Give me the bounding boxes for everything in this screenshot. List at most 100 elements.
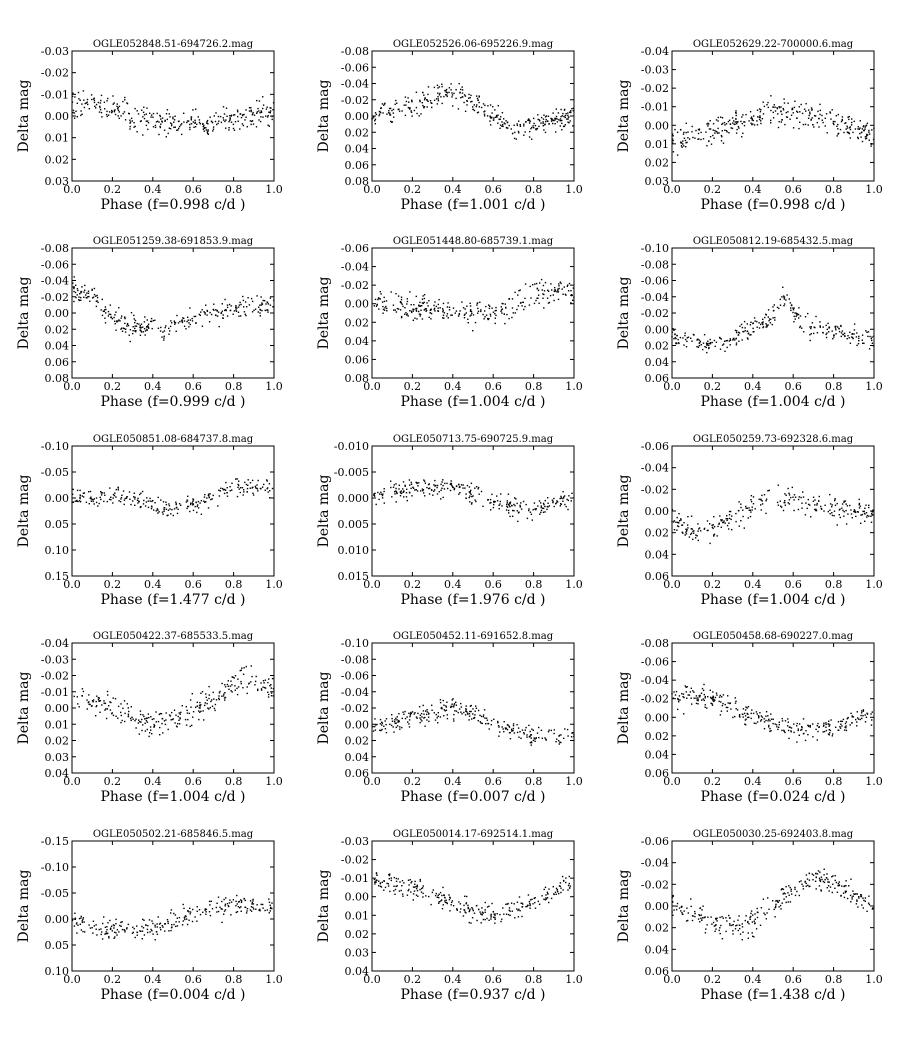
data-point [237,306,240,308]
x-tick-label: 0.2 [104,775,122,788]
data-point [868,903,871,906]
plot-frame [71,445,275,577]
data-point [378,114,380,117]
data-point [727,702,729,704]
data-point [818,726,820,728]
data-point [76,102,78,104]
data-point [168,113,170,115]
data-point [798,723,801,725]
data-point [829,503,832,505]
data-point [109,928,112,930]
data-point [823,730,826,733]
data-point [375,724,377,726]
data-point [559,885,561,887]
data-point [215,309,217,311]
data-point [771,323,773,326]
data-point [853,120,855,123]
data-point [464,911,466,913]
data-point [714,132,716,134]
data-point [508,725,510,727]
data-point [700,917,702,919]
data-point [815,888,817,890]
data-point [739,716,741,718]
data-point [169,325,172,328]
data-point [443,312,446,314]
data-point [435,484,437,487]
data-point [245,314,247,317]
data-point [845,721,848,723]
data-point [779,500,781,502]
data-point [197,116,199,118]
data-point [413,304,415,306]
data-point [563,108,566,111]
data-point [844,890,847,893]
data-point [807,724,809,726]
data-point [806,507,808,510]
data-point [225,107,228,109]
data-point [80,114,82,117]
data-point [178,503,181,505]
data-point [470,704,472,707]
data-point [249,482,252,484]
data-point [169,128,172,130]
data-point [802,885,804,887]
data-point [466,712,469,714]
data-point [401,893,404,895]
data-point [114,492,116,494]
data-point [127,707,129,709]
data-point [251,903,253,905]
data-point [861,904,863,906]
data-point [871,711,873,713]
data-point [553,497,555,500]
data-point [409,879,411,881]
light-curve-panel: OGLE052629.22-700000.6.mag-0.04-0.03-0.0… [616,39,882,213]
data-point [434,719,437,721]
data-point [831,735,833,737]
data-point [241,123,244,125]
data-point [393,876,395,879]
data-point [849,126,851,128]
y-tick-label: -0.02 [41,291,69,304]
data-point [199,913,202,916]
data-point [143,321,146,323]
data-point [109,709,112,711]
data-point [146,728,148,731]
data-point [814,326,816,329]
data-point [436,103,438,105]
data-point [79,501,82,503]
data-point [203,311,205,313]
data-point [243,306,245,308]
data-point [250,109,252,111]
data-point [768,320,770,322]
data-point [735,344,738,346]
data-point [486,906,489,908]
data-point [139,930,141,932]
data-point [203,500,205,502]
data-point [259,120,262,123]
data-point [117,108,119,110]
data-point [174,322,177,324]
data-point [850,712,852,715]
data-point [791,304,793,307]
data-point [757,715,760,717]
data-point [722,122,724,125]
data-point [243,897,245,900]
data-point [204,908,206,910]
data-point [747,937,749,939]
data-point [698,528,700,530]
data-point [758,717,760,719]
data-point [231,684,233,686]
data-point [210,120,213,122]
data-point [114,314,116,316]
data-point [122,100,124,103]
data-point [461,301,463,303]
data-point [435,98,438,100]
data-point [189,907,191,909]
data-point [697,700,699,702]
data-point [237,486,239,488]
data-point [478,106,480,108]
data-point [252,900,254,902]
data-point [793,106,796,109]
data-point [706,343,708,345]
data-point [567,735,569,737]
